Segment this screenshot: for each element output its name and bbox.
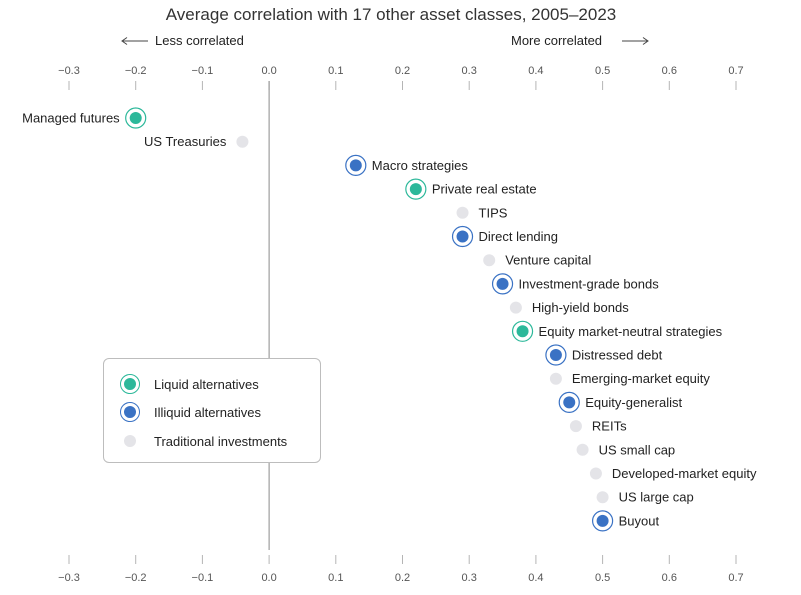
top-tick-label: −0.3 [58,65,80,77]
point-marker [496,277,509,290]
point-marker [409,183,422,196]
point-label: Emerging-market equity [572,371,710,386]
data-point: Investment-grade bonds [491,273,660,295]
legend-label-liquid: Liquid alternatives [154,376,259,392]
direction-more: More correlated [511,33,649,48]
point-label: REITs [592,419,627,434]
less-arrow-head [121,37,128,45]
point-label: Direct lending [479,229,559,244]
data-point: Equity market-neutral strategies [511,320,723,342]
point-label: TIPS [479,205,508,220]
point-marker [576,443,589,456]
bottom-tick-label: 0.7 [728,572,743,584]
point-marker [569,420,582,433]
bottom-tick-label: 0.6 [662,572,677,584]
bottom-tick-label: −0.1 [192,572,214,584]
more-arrow-head [642,37,649,45]
chart-title: Average correlation with 17 other asset … [166,5,616,24]
bottom-axis: −0.3 −0.2 −0.1 0.0 0.1 0.2 0.3 0.4 0.5 0.6 0.7 [58,555,744,584]
legend-item-illiquid: Illiquid alternatives [119,401,261,423]
bottom-tick-label: 0.2 [395,572,410,584]
data-point: Emerging-market equity [549,371,710,386]
data-point: US Treasuries [144,134,249,149]
data-point: US large cap [596,490,694,505]
point-label: US large cap [619,490,694,505]
data-points: Managed futures US Treasuries Macro strate… [22,107,757,532]
point-marker [236,135,249,148]
bottom-tick-label: −0.2 [125,572,147,584]
point-marker [596,514,609,527]
top-axis: −0.3 −0.2 −0.1 0.0 0.1 0.2 0.3 0.4 0.5 0.6 0.7 [58,65,744,90]
point-label: Macro strategies [372,158,469,173]
point-label: Distressed debt [572,348,663,363]
data-point: Developed-market equity [589,466,757,481]
data-point: Direct lending [451,225,559,248]
point-label: Buyout [619,513,660,528]
point-marker [549,372,562,385]
data-point: Equity-generalist [558,391,682,413]
point-marker [456,206,469,219]
data-point: Private real estate [405,178,537,200]
point-label: US small cap [599,442,676,457]
bottom-tick-label: 0.3 [462,572,477,584]
legend-item-liquid: Liquid alternatives [119,373,259,395]
less-correlated-label: Less correlated [155,33,244,48]
point-marker [509,301,522,314]
top-tick-label: 0.6 [662,65,677,77]
point-marker [349,159,362,172]
point-marker [589,467,602,480]
top-tick-label: −0.2 [125,65,147,77]
point-marker [596,491,609,504]
point-marker [483,254,496,267]
data-point: Distressed debt [545,344,663,366]
more-correlated-label: More correlated [511,33,602,48]
top-tick-label: 0.0 [261,65,276,77]
legend-label-illiquid: Illiquid alternatives [154,404,261,420]
top-tick-label: 0.3 [462,65,477,77]
top-tick-label: −0.1 [192,65,214,77]
bottom-tick-label: 0.5 [595,572,610,584]
legend-label-traditional: Traditional investments [154,433,288,449]
data-point: TIPS [456,205,508,220]
bottom-tick-label: 0.0 [261,572,276,584]
data-point: REITs [569,419,627,434]
point-label: Managed futures [22,111,120,126]
top-tick-label: 0.4 [528,65,543,77]
point-label: High-yield bonds [532,300,629,315]
data-point: High-yield bonds [509,300,629,315]
point-label: Developed-market equity [612,466,757,481]
data-point: US small cap [576,442,676,457]
point-marker [563,396,576,409]
data-point: Buyout [591,510,660,532]
top-tick-label: 0.7 [728,65,743,77]
bottom-tick-label: 0.4 [528,572,543,584]
point-label: Equity market-neutral strategies [539,324,723,339]
liquid-marker-icon [119,373,141,395]
point-marker [516,325,529,338]
point-label: Equity-generalist [585,395,682,410]
legend-item-traditional: Traditional investments [119,430,287,452]
traditional-marker-icon [119,430,141,452]
point-label: Investment-grade bonds [519,276,660,291]
point-label: US Treasuries [144,134,227,149]
top-tick-label: 0.1 [328,65,343,77]
data-point: Macro strategies [345,154,469,176]
point-marker [549,349,562,361]
bottom-tick-label: 0.1 [328,572,343,584]
top-tick-label: 0.5 [595,65,610,77]
direction-less: Less correlated [121,33,244,48]
point-label: Venture capital [505,253,591,268]
point-label: Private real estate [432,182,537,197]
illiquid-marker-icon [119,401,141,423]
top-tick-label: 0.2 [395,65,410,77]
bottom-tick-label: −0.3 [58,572,80,584]
data-point: Managed futures [22,107,147,129]
legend: Liquid alternatives Illiquid alternative… [103,358,321,463]
point-marker [129,112,142,124]
data-point: Venture capital [483,253,591,268]
point-marker [456,230,469,243]
